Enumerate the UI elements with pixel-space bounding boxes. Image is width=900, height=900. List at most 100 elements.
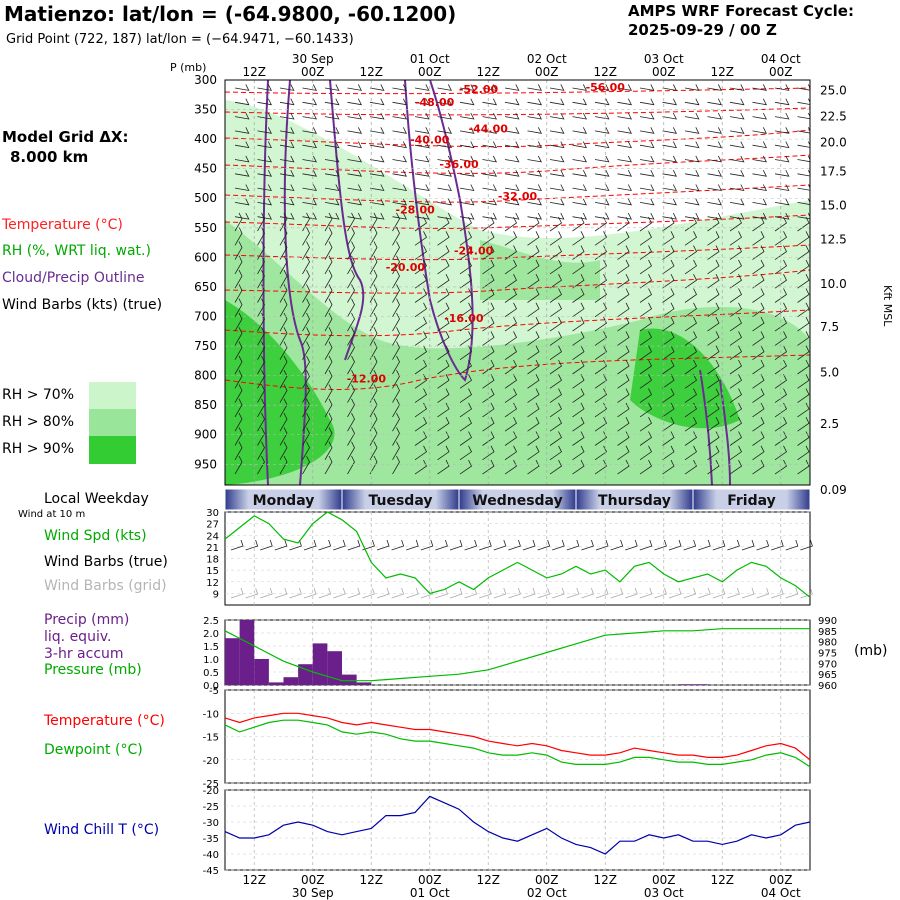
wind-barb [414, 459, 428, 475]
wind-barb [459, 431, 473, 446]
wind-barb [302, 170, 318, 177]
wind-barb [639, 374, 653, 389]
wind-barb [549, 431, 563, 446]
wind-barb [414, 374, 428, 389]
wind-barb [257, 398, 265, 418]
wind-barb-grid [698, 587, 711, 599]
wind-barb [617, 127, 633, 134]
wind-barb [707, 184, 723, 192]
wind-barb [392, 269, 400, 289]
wind-barb [662, 316, 675, 332]
wind-barb-true [230, 539, 244, 551]
wind-barb [482, 184, 498, 192]
wind-barb [302, 255, 310, 275]
wind-barb [234, 127, 250, 134]
forecast-cycle-line1: AMPS WRF Forecast Cycle: [628, 2, 854, 20]
wind-barb [279, 327, 288, 346]
wind-barb [729, 112, 745, 120]
wind-barb-grid [347, 587, 361, 599]
bottom-time-label: 12Z [477, 873, 501, 887]
wind-barb [729, 127, 745, 134]
wind-barb [662, 359, 675, 375]
pressure-line [224, 628, 810, 682]
wind-barb [482, 459, 495, 475]
wind-barb [527, 431, 540, 446]
precip-label-line1: Precip (mm) [44, 612, 130, 628]
wind-barb-true [406, 539, 419, 551]
wind-barb [752, 216, 765, 232]
wind-barb [414, 141, 430, 149]
wind-barb [774, 345, 788, 361]
wind-barb [594, 288, 608, 303]
pressure-tick-label: 750 [194, 339, 217, 353]
wind-barb [347, 198, 363, 206]
wind-barb [729, 402, 743, 418]
bottom-time-label: 12Z [711, 873, 735, 887]
precip-label-line3: 3-hr accum [44, 646, 124, 662]
wind-barb [347, 212, 355, 232]
wind-barb [459, 231, 473, 246]
wind-barb [662, 84, 678, 91]
wind-barb [594, 431, 608, 446]
wind-barb [437, 112, 453, 120]
wind-barb [797, 141, 810, 148]
wind-barb-grid [712, 587, 726, 599]
wind-barb [684, 445, 698, 461]
wind-barb [234, 212, 250, 220]
wind-barb [527, 184, 543, 192]
wind-barb [662, 331, 675, 346]
forecast-cycle-line2: 2025-09-29 / 00 Z [628, 21, 777, 39]
wind-barb [234, 341, 243, 360]
wind-barb [572, 374, 585, 389]
wind-barb-true [493, 539, 507, 551]
wind-barb [482, 127, 498, 134]
wind-barb [662, 459, 675, 475]
wind-barb [504, 184, 520, 192]
wind-barb [797, 127, 810, 134]
wind-barb-true [362, 539, 375, 551]
wind-barb [257, 312, 265, 332]
time-height-frame [224, 79, 811, 486]
wind-barb [594, 127, 610, 134]
wind-barb [482, 259, 495, 275]
rh-area-3 [225, 300, 335, 485]
wind-barb [549, 198, 565, 206]
precip-tick-label: 0.5 [203, 668, 219, 679]
wind-barb [279, 241, 288, 260]
wind-barb [324, 412, 333, 432]
wind-barb [684, 231, 698, 246]
wind-barb-grid [654, 587, 667, 599]
wind-barb [392, 98, 408, 106]
wind-barb [549, 274, 563, 289]
wind-barb [774, 445, 788, 461]
wind-barb [459, 212, 475, 220]
wind-barb [302, 84, 318, 91]
wind-barb [594, 112, 610, 120]
wind-barb [324, 212, 333, 232]
wind-barb [369, 312, 378, 332]
wind-barb-true [625, 539, 638, 551]
wind-barb [752, 274, 765, 289]
wind-tick-label: 21 [206, 543, 219, 554]
chill-tick-label: -25 [203, 802, 219, 813]
wind-barb [347, 398, 355, 418]
wind-barb [257, 155, 273, 163]
wind-barb-true [698, 539, 711, 551]
wind-barb [774, 127, 790, 134]
wind-barb [752, 112, 768, 120]
wind-barb [392, 227, 400, 246]
wind-barb [707, 127, 723, 134]
wind-barb [459, 345, 473, 361]
wind-barb [257, 127, 273, 134]
wind-barb [729, 331, 743, 346]
wind-barb [504, 112, 520, 120]
wind-barb-true [654, 539, 667, 551]
wind-barb [482, 359, 495, 375]
wind-barb [257, 327, 265, 346]
wind-barb [639, 127, 655, 134]
wind-barb [527, 245, 540, 260]
wind-barb-true [566, 539, 580, 551]
wind-barb-grid [566, 587, 580, 599]
wind-barb [369, 455, 378, 475]
wind-barb [302, 441, 310, 461]
